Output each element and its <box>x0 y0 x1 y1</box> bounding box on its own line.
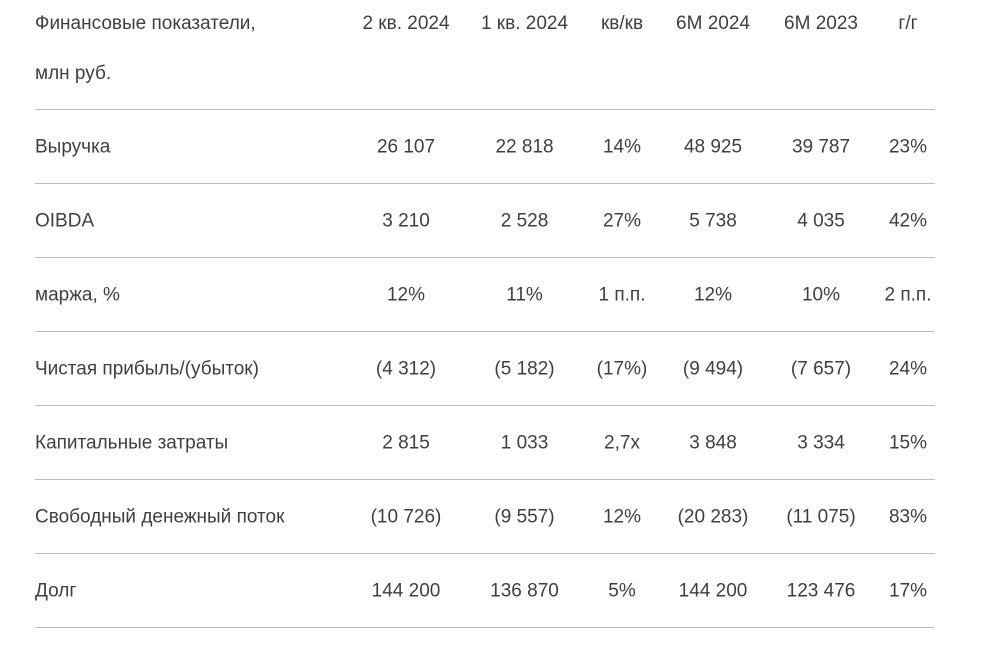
table-cell: 136 870 <box>490 580 559 601</box>
table-cell: 2 528 <box>500 210 549 231</box>
table-cell: 23% <box>888 136 928 157</box>
table-cell: 3 848 <box>689 432 737 453</box>
table-cell: 123 476 <box>786 580 856 601</box>
table-cell: 42% <box>888 210 928 231</box>
column-header-qoq: кв/кв <box>600 13 644 34</box>
table-row-capex: Капитальные затраты 2 815 1 033 2,7х 3 8… <box>35 406 935 480</box>
table-cell: 48 925 <box>683 136 743 157</box>
row-label: маржа, % <box>35 284 120 305</box>
column-header-6m-2023: 6М 2023 <box>784 13 858 34</box>
table-cell: (10 726) <box>370 506 442 527</box>
table-cell: (7 657) <box>790 358 852 379</box>
table-cell: (4 312) <box>375 358 437 379</box>
table-cell: 12% <box>386 284 426 305</box>
table-cell: 26 107 <box>376 136 436 157</box>
table-row-net-income: Чистая прибыль/(убыток) (4 312) (5 182) … <box>35 332 935 406</box>
table-cell: 10% <box>801 284 841 305</box>
table-cell: (20 283) <box>677 506 749 527</box>
table-cell: 11% <box>506 284 543 305</box>
column-header-6m-2024: 6М 2024 <box>676 13 750 34</box>
table-row-free-cash-flow: Свободный денежный поток (10 726) (9 557… <box>35 480 935 554</box>
row-label: Свободный денежный поток <box>35 506 285 527</box>
table-cell: 4 035 <box>797 210 845 231</box>
table-cell: 27% <box>602 210 642 231</box>
table-cell: 12% <box>602 506 642 527</box>
row-label: Чистая прибыль/(убыток) <box>35 358 259 379</box>
row-label: Выручка <box>35 136 111 157</box>
table-cell: 1 п.п. <box>598 284 646 305</box>
header-label-unit: млн руб. <box>35 63 112 84</box>
table-cell: 12% <box>693 284 733 305</box>
table-cell: 83% <box>888 506 928 527</box>
table-cell: (11 075) <box>786 506 856 527</box>
table-cell: 3 210 <box>382 210 430 231</box>
row-label: Капитальные затраты <box>35 432 229 453</box>
table-cell: 2 п.п. <box>884 284 932 305</box>
table-cell: 17% <box>888 580 928 601</box>
table-cell: 14% <box>602 136 642 157</box>
table-cell: 144 200 <box>371 580 441 601</box>
table-cell: 3 334 <box>797 432 845 453</box>
financial-table: Финансовые показатели, млн руб. 2 кв. 20… <box>35 0 935 628</box>
table-row-revenue: Выручка 26 107 22 818 14% 48 925 39 787 … <box>35 110 935 184</box>
column-header-q2-2024: 2 кв. 2024 <box>362 13 450 34</box>
table-cell: 39 787 <box>791 136 851 157</box>
table-row-margin: маржа, % 12% 11% 1 п.п. 12% 10% 2 п.п. <box>35 258 935 332</box>
column-header-yoy: г/г <box>898 13 918 34</box>
table-header-row: Финансовые показатели, млн руб. 2 кв. 20… <box>35 0 935 110</box>
column-header-q1-2024: 1 кв. 2024 <box>480 13 569 34</box>
row-label: Долг <box>35 580 77 601</box>
table-cell: (17%) <box>596 358 648 379</box>
table-cell: 1 033 <box>500 432 549 453</box>
table-cell: 2,7х <box>604 432 640 453</box>
table-cell: 144 200 <box>678 580 748 601</box>
table-row-debt: Долг 144 200 136 870 5% 144 200 123 476 … <box>35 554 935 628</box>
table-cell: (9 494) <box>682 358 744 379</box>
table-row-oibda: OIBDA 3 210 2 528 27% 5 738 4 035 42% <box>35 184 935 258</box>
table-cell: 5% <box>608 580 636 601</box>
table-cell: (9 557) <box>494 506 555 527</box>
table-cell: (5 182) <box>494 358 555 379</box>
table-cell: 24% <box>888 358 928 379</box>
table-cell: 2 815 <box>382 432 430 453</box>
table-cell: 15% <box>888 432 928 453</box>
table-cell: 5 738 <box>689 210 737 231</box>
table-cell: 22 818 <box>495 136 554 157</box>
header-label: Финансовые показатели, <box>35 13 256 34</box>
row-label: OIBDA <box>35 210 95 231</box>
